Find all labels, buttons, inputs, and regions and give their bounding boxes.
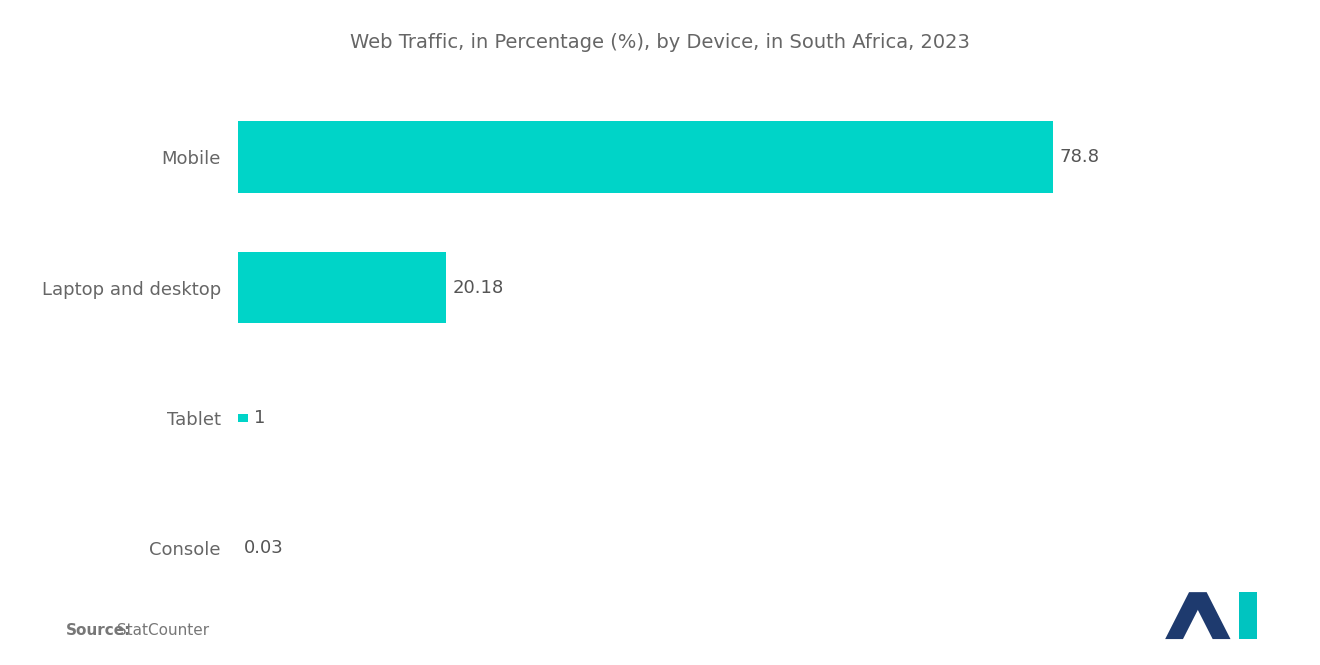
Bar bbox=[238, 121, 1053, 193]
Polygon shape bbox=[1238, 593, 1257, 639]
Text: 1: 1 bbox=[255, 409, 265, 427]
Text: Source:: Source: bbox=[66, 623, 132, 638]
Text: Web Traffic, in Percentage (%), by Device, in South Africa, 2023: Web Traffic, in Percentage (%), by Devic… bbox=[350, 33, 970, 53]
Polygon shape bbox=[1189, 593, 1230, 639]
Text: 0.03: 0.03 bbox=[244, 539, 284, 557]
Bar bbox=[238, 251, 446, 323]
Text: StatCounter: StatCounter bbox=[112, 623, 210, 638]
Text: 20.18: 20.18 bbox=[453, 279, 504, 297]
Polygon shape bbox=[1166, 593, 1206, 639]
Text: 78.8: 78.8 bbox=[1060, 148, 1100, 166]
Bar bbox=[238, 414, 248, 422]
